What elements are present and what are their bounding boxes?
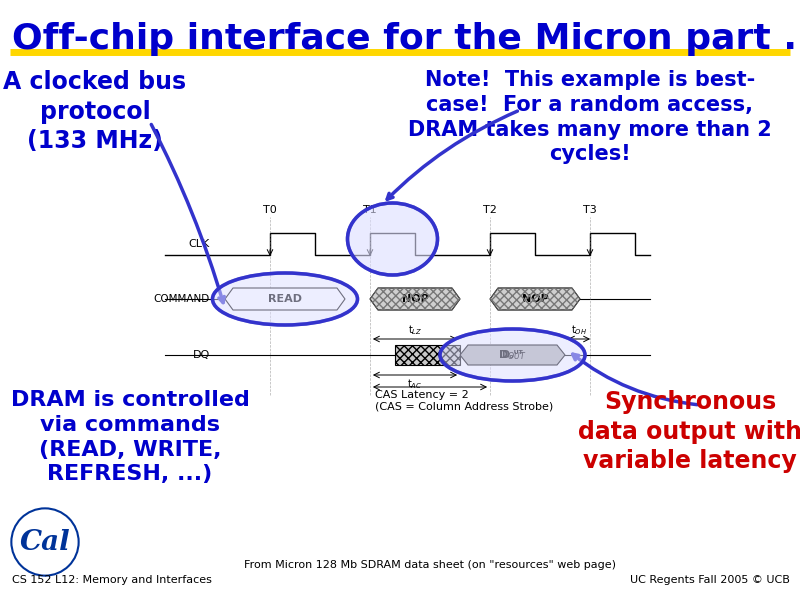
Text: NOP: NOP [402,294,428,304]
Text: NOP: NOP [522,294,548,304]
Text: T0: T0 [263,205,277,215]
Polygon shape [370,288,460,310]
Text: From Micron 128 Mb SDRAM data sheet (on "resources" web page): From Micron 128 Mb SDRAM data sheet (on … [244,560,616,570]
Text: DRAM is controlled
via commands
(READ, WRITE,
REFRESH, ...): DRAM is controlled via commands (READ, W… [10,390,250,484]
Text: Note!  This example is best-
case!  For a random access,
DRAM takes many more th: Note! This example is best- case! For a … [408,70,772,164]
Text: t$_{LZ}$: t$_{LZ}$ [408,323,422,337]
Bar [395,345,460,365]
Text: t$_{OH}$: t$_{OH}$ [571,323,587,337]
Text: CLK: CLK [189,239,210,249]
Text: Dₒᵁᵀ: Dₒᵁᵀ [502,350,523,360]
Text: UC Regents Fall 2005 © UCB: UC Regents Fall 2005 © UCB [630,575,790,585]
Text: COMMAND: COMMAND [154,294,210,304]
Text: T1: T1 [363,205,377,215]
Text: DQ: DQ [193,350,210,360]
Polygon shape [225,288,345,310]
Text: D$_{OUT}$: D$_{OUT}$ [498,348,526,362]
Text: Synchronous
data output with
variable latency: Synchronous data output with variable la… [578,390,800,473]
Text: Off-chip interface for the Micron part ...: Off-chip interface for the Micron part .… [12,22,800,56]
Text: T3: T3 [583,205,597,215]
Text: T2: T2 [483,205,497,215]
Text: A clocked bus
protocol
(133 MHz): A clocked bus protocol (133 MHz) [3,70,186,154]
Ellipse shape [347,203,438,275]
Polygon shape [460,345,565,365]
Text: CAS Latency = 2
(CAS = Column Address Strobe): CAS Latency = 2 (CAS = Column Address St… [375,390,554,412]
Ellipse shape [440,329,585,381]
Text: READ: READ [268,294,302,304]
Text: Cal: Cal [20,529,70,556]
Polygon shape [490,288,580,310]
Text: t$_{AC}$: t$_{AC}$ [407,377,422,391]
Ellipse shape [213,273,358,325]
Text: CS 152 L12: Memory and Interfaces: CS 152 L12: Memory and Interfaces [12,575,212,585]
